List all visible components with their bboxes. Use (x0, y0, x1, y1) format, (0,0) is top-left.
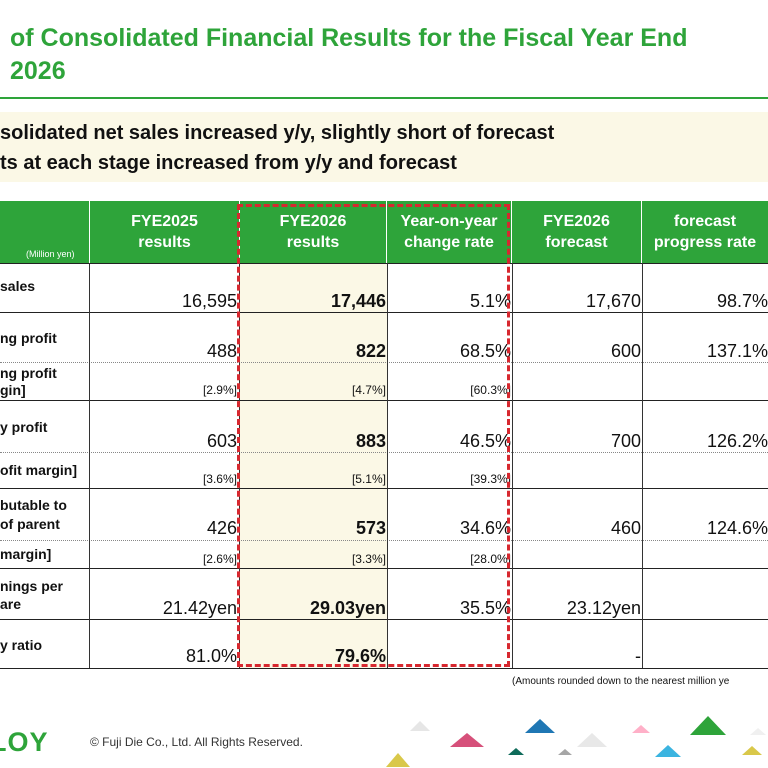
row-label-operating-margin-1: ng profit (0, 365, 57, 381)
cell-fy26: 822 (355, 341, 386, 361)
cell-progress: 98.7% (716, 291, 768, 311)
row-label-net-margin: margin] (0, 546, 52, 562)
row-subdivider (0, 540, 768, 541)
cell-fy25: 426 (206, 518, 237, 538)
row-divider (0, 400, 768, 401)
cell-fy26-margin: [3.3%] (351, 552, 386, 566)
cell-yoy: 46.5% (459, 431, 511, 451)
rounding-note: (Amounts rounded down to the nearest mil… (512, 676, 730, 687)
copyright-text: © Fuji Die Co., Ltd. All Rights Reserved… (90, 735, 303, 749)
cell-fy26: 79.6% (334, 646, 386, 666)
cell-forecast: 17,670 (585, 291, 641, 311)
cell-progress: 126.2% (706, 431, 768, 451)
column-divider (512, 263, 513, 668)
slide-title-line1: of Consolidated Financial Results for th… (10, 24, 688, 52)
row-label-eps-2: are (0, 596, 22, 612)
row-label-ordinary-margin: ofit margin] (0, 462, 77, 478)
row-label-net-profit-1: butable to (0, 497, 67, 513)
summary-box: solidated net sales increased y/y, sligh… (0, 112, 768, 182)
cell-fy26-margin: [5.1%] (351, 472, 386, 486)
cell-yoy-margin: [60.3%] (470, 383, 511, 397)
cell-forecast: 700 (610, 431, 641, 451)
cell-yoy: 5.1% (469, 291, 511, 311)
cell-forecast: - (635, 646, 641, 666)
row-label-net-sales: sales (0, 278, 36, 294)
unit-label: (Million yen) (26, 249, 75, 259)
slide-title: of Consolidated Financial Results for th… (10, 22, 687, 88)
header-fye2026-results: FYE2026 results (240, 201, 387, 263)
column-divider (642, 263, 643, 668)
summary-line1: solidated net sales increased y/y, sligh… (0, 122, 555, 144)
row-label-operating-margin-2: gin] (0, 382, 26, 398)
header-forecast-progress: forecast progress rate (642, 201, 768, 263)
decorative-triangles (386, 716, 766, 767)
cell-fy25: 16,595 (181, 291, 237, 311)
cell-progress: 137.1% (706, 341, 768, 361)
fye2026-highlight-column (240, 263, 387, 668)
row-label-net-profit-2: of parent (0, 516, 60, 532)
header-fye2025-results: FYE2025 results (90, 201, 240, 263)
cell-fy25: 81.0% (185, 646, 237, 666)
row-divider (0, 568, 768, 569)
cell-yoy: 34.6% (459, 518, 511, 538)
header-fye2026-forecast: FYE2026 forecast (512, 201, 642, 263)
row-label-ordinary-profit: y profit (0, 419, 48, 435)
cell-fy25-margin: [2.9%] (202, 383, 237, 397)
cell-fy26: 17,446 (330, 291, 386, 311)
row-label-eps-1: nings per (0, 578, 64, 594)
summary-line2: ts at each stage increased from y/y and … (0, 152, 457, 174)
cell-progress: 124.6% (706, 518, 768, 538)
cell-yoy: 35.5% (459, 598, 511, 618)
row-divider (0, 619, 768, 620)
header-yoy-change: Year-on-year change rate (387, 201, 512, 263)
slide-title-line2: 2026 (10, 57, 66, 85)
highlight-dashed-frame (237, 204, 510, 667)
cell-fy25: 603 (206, 431, 237, 451)
cell-yoy-margin: [39.3%] (470, 472, 511, 486)
cell-yoy-margin: [28.0%] (470, 552, 511, 566)
cell-fy25-margin: [3.6%] (202, 472, 237, 486)
cell-fy26: 573 (355, 518, 386, 538)
row-subdivider (0, 452, 768, 453)
row-divider (0, 668, 768, 669)
header-label-cell (0, 201, 90, 263)
cell-fy25-margin: [2.6%] (202, 552, 237, 566)
cell-yoy: 68.5% (459, 341, 511, 361)
row-subdivider (0, 362, 768, 363)
row-label-operating-profit: ng profit (0, 330, 57, 346)
cell-fy25: 21.42yen (162, 598, 237, 618)
cell-fy26: 883 (355, 431, 386, 451)
column-divider (387, 263, 388, 668)
cell-forecast: 23.12yen (566, 598, 641, 618)
company-logo: LOY (0, 727, 49, 757)
row-divider (0, 488, 768, 489)
row-divider (0, 263, 768, 264)
title-divider (0, 97, 768, 99)
cell-forecast: 600 (610, 341, 641, 361)
cell-forecast: 460 (610, 518, 641, 538)
column-divider (89, 263, 90, 668)
cell-fy26: 29.03yen (309, 598, 386, 618)
cell-fy25: 488 (206, 341, 237, 361)
row-label-equity-ratio: y ratio (0, 637, 43, 653)
cell-fy26-margin: [4.7%] (351, 383, 386, 397)
row-divider (0, 312, 768, 313)
